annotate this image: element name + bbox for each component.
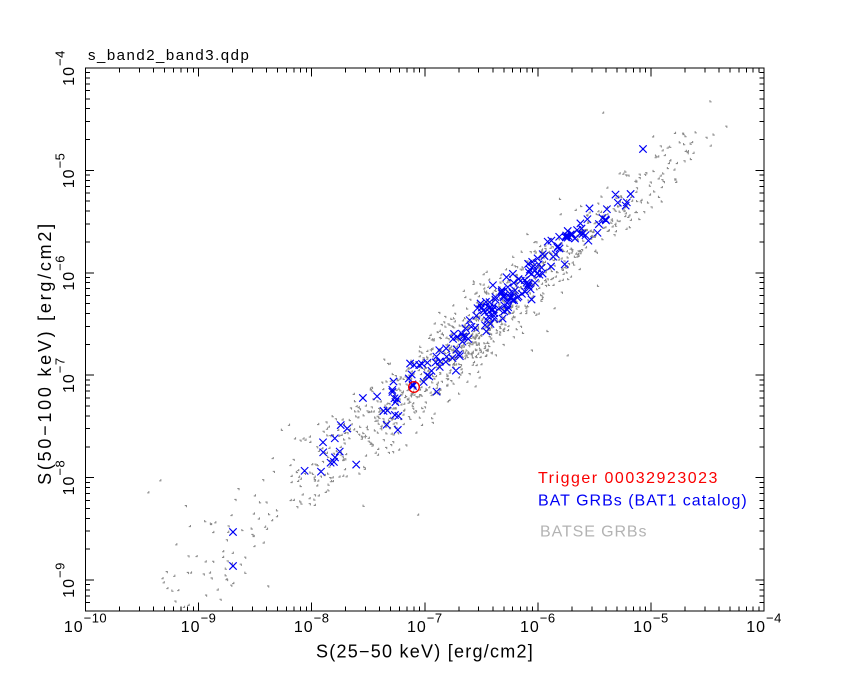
svg-text:s_band2_band3.qdp: s_band2_band3.qdp: [88, 47, 250, 64]
svg-text:BAT GRBs (BAT1 catalog): BAT GRBs (BAT1 catalog): [538, 493, 748, 510]
svg-text:S(50−100 keV) [erg/cm2]: S(50−100 keV) [erg/cm2]: [35, 221, 55, 485]
svg-text:S(25−50 keV) [erg/cm2]: S(25−50 keV) [erg/cm2]: [316, 642, 534, 662]
svg-text:Trigger 00032923023: Trigger 00032923023: [538, 470, 719, 487]
svg-text:BATSE GRBs: BATSE GRBs: [540, 524, 647, 541]
